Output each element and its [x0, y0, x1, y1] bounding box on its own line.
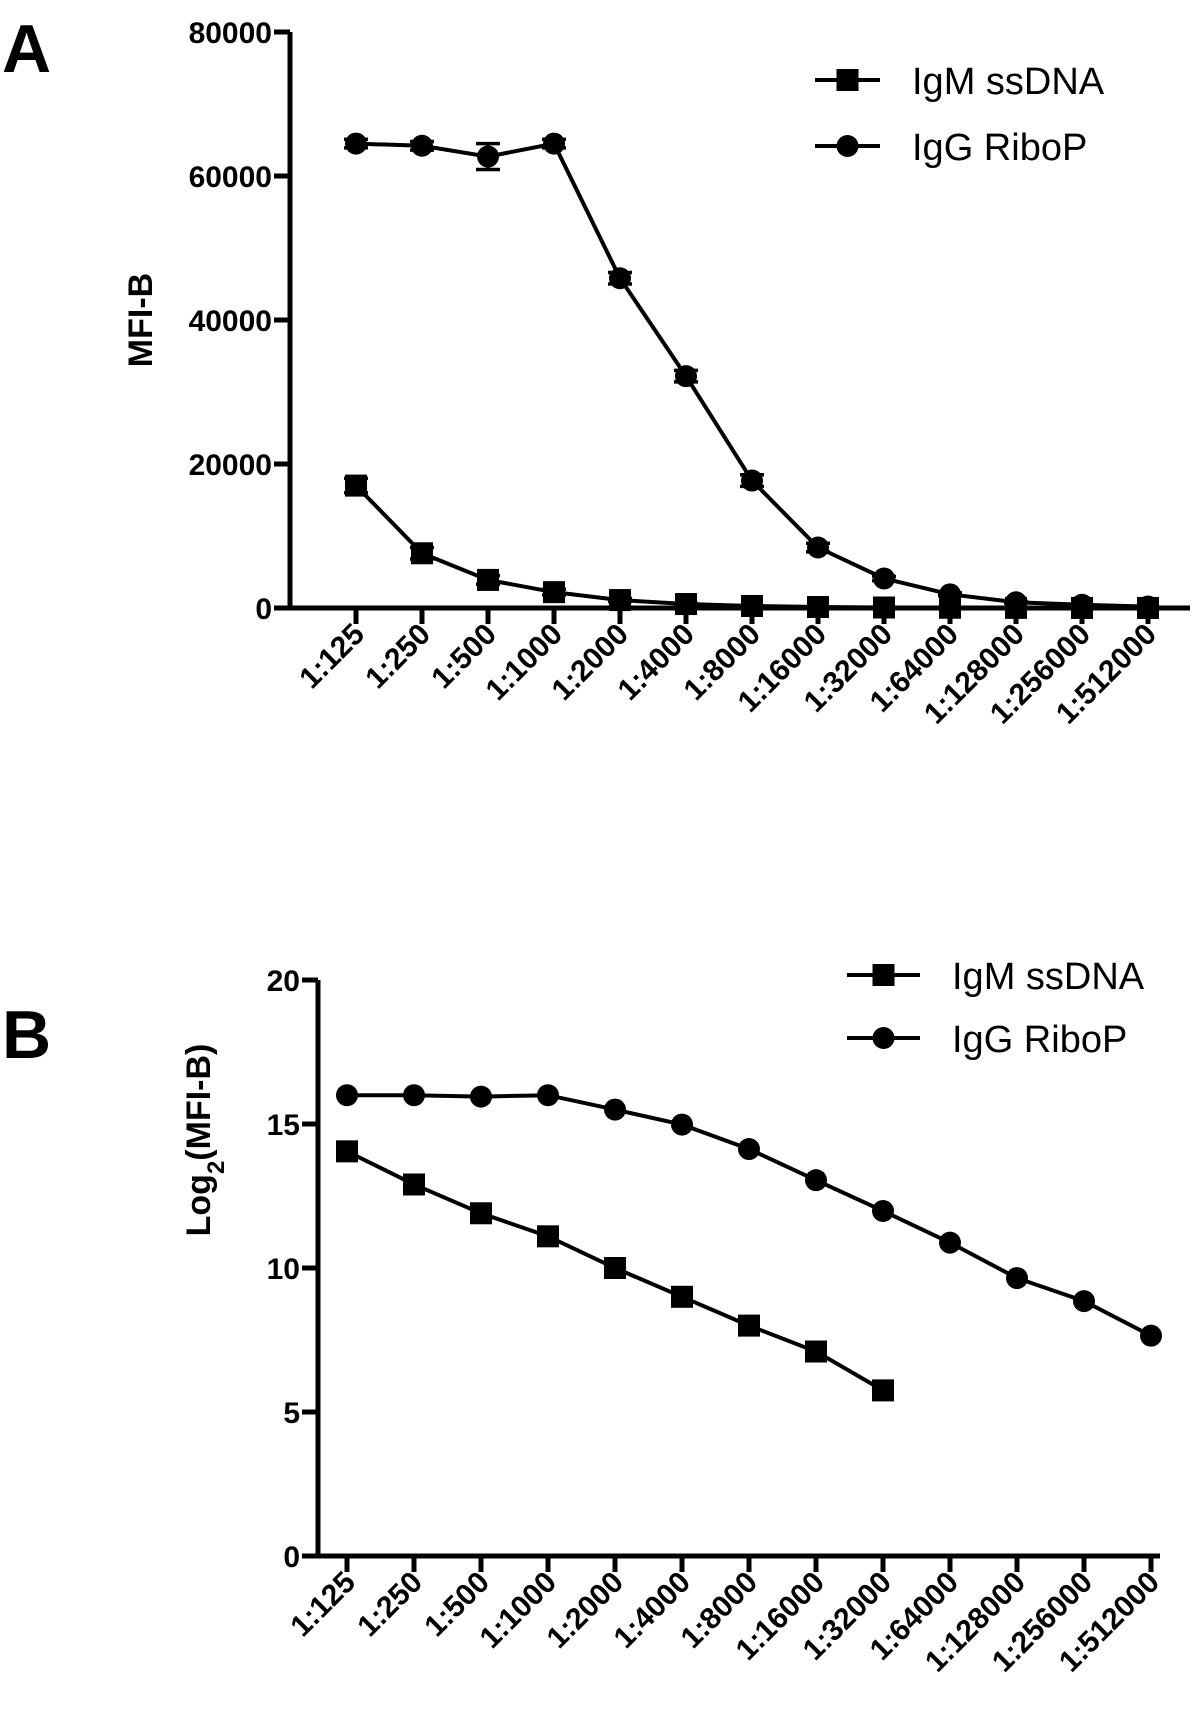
data-point — [604, 1098, 626, 1121]
y-tick-label-b: 20 — [267, 965, 300, 998]
data-point — [470, 1202, 492, 1225]
y-tick-label-a: 40000 — [189, 305, 272, 338]
data-point — [477, 145, 499, 168]
y-axis-title-a: MFI-B — [122, 273, 160, 367]
legend-marker — [836, 69, 859, 91]
data-point — [411, 542, 433, 565]
data-point — [609, 589, 631, 612]
data-point — [675, 593, 697, 616]
chart-b: 051015201:1251:2501:5001:10001:20001:400… — [180, 956, 1166, 1679]
data-point — [1137, 595, 1159, 618]
data-point — [738, 1138, 760, 1161]
y-tick-label-b: 5 — [283, 1397, 300, 1430]
series-line — [347, 1093, 1152, 1338]
data-point — [537, 1084, 559, 1107]
data-point — [1006, 1267, 1028, 1290]
data-point — [805, 1169, 827, 1192]
legend-label: IgM ssDNA — [952, 956, 1145, 998]
y-tick-label-b: 15 — [267, 1109, 300, 1142]
data-point — [671, 1285, 693, 1308]
data-point — [805, 1340, 827, 1363]
legend-marker — [872, 964, 895, 986]
data-point — [939, 1231, 961, 1254]
data-point — [873, 596, 895, 619]
data-point — [345, 474, 367, 497]
series-b-1 — [336, 1084, 1162, 1347]
y-tick-label-a: 0 — [255, 593, 272, 626]
y-axis-title-b-rest: (MFI-B) — [180, 1044, 218, 1161]
series-line — [354, 484, 1149, 610]
legend-item-a-1: IgG RiboP — [815, 127, 1087, 169]
data-point — [872, 1199, 894, 1222]
legend-item-b-0: IgM ssDNA — [847, 956, 1145, 998]
legend-item-b-1: IgG RiboP — [847, 1019, 1127, 1061]
data-point — [807, 536, 829, 559]
data-point — [738, 1314, 760, 1337]
x-tick-label-a: 1:250 — [359, 618, 437, 696]
data-point — [671, 1113, 693, 1136]
data-point — [345, 132, 367, 155]
y-tick-label-b: 0 — [283, 1541, 300, 1574]
legend-label: IgG RiboP — [912, 127, 1087, 169]
data-point — [403, 1173, 425, 1196]
data-point — [336, 1140, 358, 1163]
legend-label: IgM ssDNA — [912, 61, 1105, 103]
data-point — [1005, 591, 1027, 614]
y-axis-title-b: Log2(MFI-B) — [180, 1044, 230, 1237]
data-point — [336, 1084, 358, 1107]
data-point — [872, 1379, 894, 1402]
data-point — [741, 594, 763, 617]
data-point — [609, 267, 631, 290]
y-tick-label-b: 10 — [267, 1253, 300, 1286]
y-tick-label-a: 80000 — [189, 17, 272, 50]
data-point — [939, 583, 961, 606]
legend-marker — [836, 135, 859, 157]
data-point — [403, 1084, 425, 1107]
data-point — [537, 1225, 559, 1248]
y-axis-title-b-main: Log — [180, 1174, 218, 1236]
data-point — [470, 1085, 492, 1108]
chart-a: 0200004000060000800001:1251:2501:5001:10… — [122, 17, 1190, 731]
data-point — [604, 1257, 626, 1279]
data-point — [411, 134, 433, 157]
data-point — [675, 365, 697, 388]
legend-item-a-0: IgM ssDNA — [815, 61, 1105, 103]
data-point — [1071, 593, 1093, 616]
data-point — [807, 595, 829, 618]
series-a-1 — [344, 132, 1159, 618]
x-tick-label-b: 1:125 — [284, 1566, 362, 1644]
panel-letter-a: A — [2, 11, 51, 87]
data-point — [477, 568, 499, 591]
data-point — [1140, 1324, 1162, 1347]
series-a-0 — [344, 474, 1159, 619]
data-point — [543, 132, 565, 155]
data-point — [873, 567, 895, 590]
legend-label: IgG RiboP — [952, 1019, 1127, 1061]
x-tick-label-b: 1:250 — [351, 1566, 429, 1644]
y-axis-title-b-sub: 2 — [203, 1161, 230, 1174]
legend-marker — [872, 1027, 895, 1049]
y-tick-label-a: 60000 — [189, 161, 272, 194]
series-line — [355, 141, 1149, 609]
data-point — [543, 581, 565, 604]
y-tick-label-a: 20000 — [189, 449, 272, 482]
panel-letter-b: B — [2, 997, 51, 1073]
data-point — [1073, 1290, 1095, 1313]
series-b-0 — [336, 1140, 894, 1402]
x-tick-label-a: 1:125 — [293, 618, 371, 696]
data-point — [741, 469, 763, 492]
